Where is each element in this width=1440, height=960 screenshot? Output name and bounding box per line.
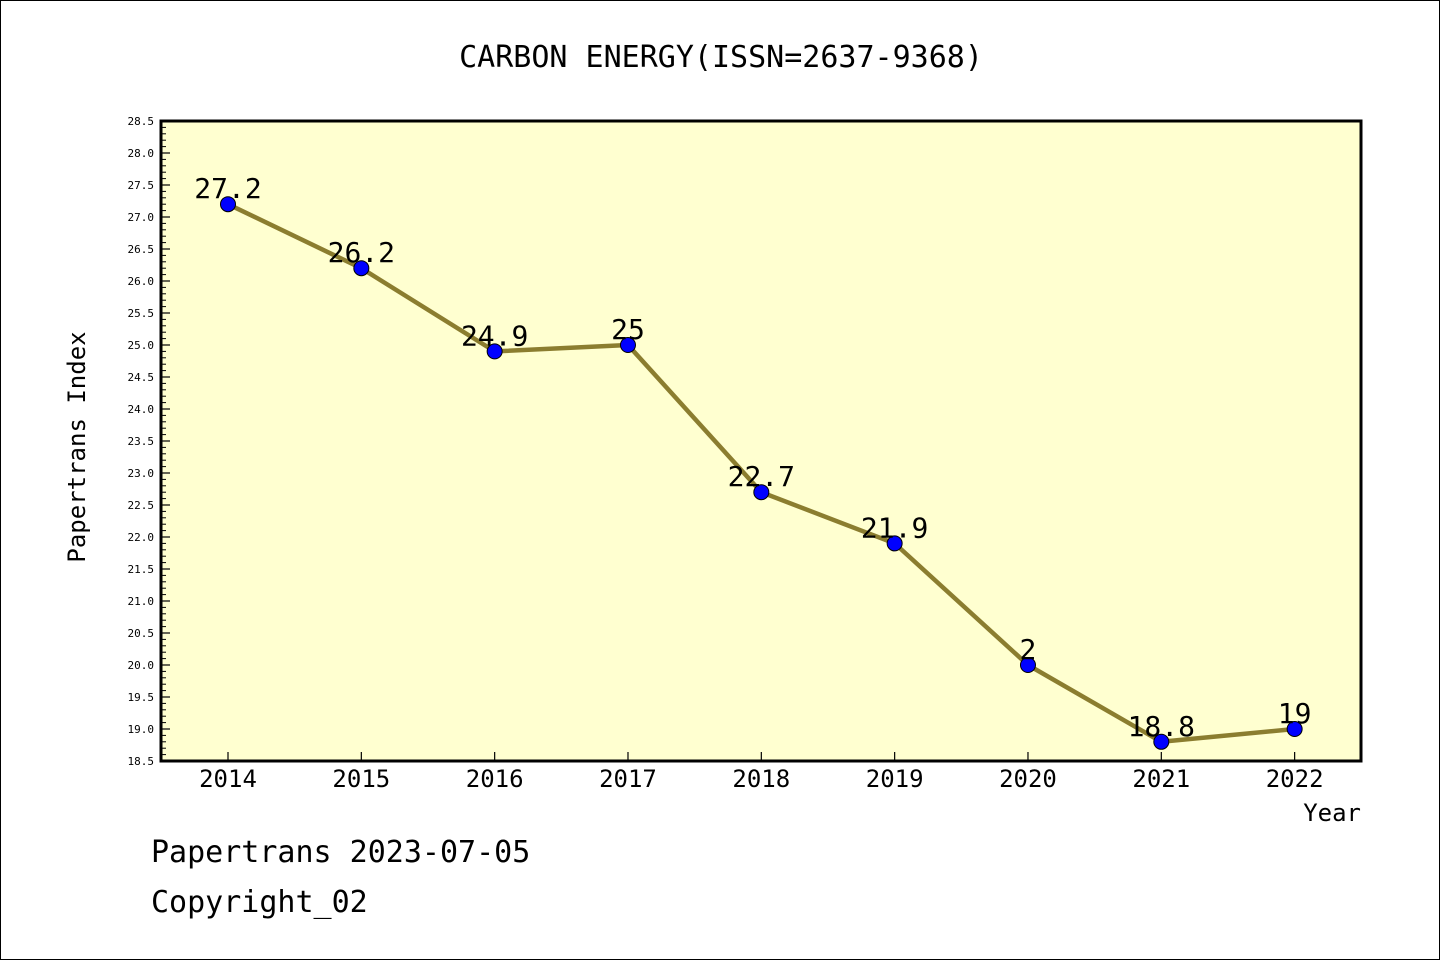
data-point xyxy=(619,337,636,353)
data-label: 25 xyxy=(611,313,645,346)
footer-copyright: Copyright_02 xyxy=(151,885,368,920)
data-point xyxy=(486,343,503,360)
y-tick-label: 19.0 xyxy=(128,723,155,736)
x-tick-label: 2015 xyxy=(332,765,390,793)
data-point xyxy=(753,484,770,501)
y-tick-label: 22.0 xyxy=(128,531,155,544)
y-tick-label: 21.0 xyxy=(128,595,155,608)
series-layer: 27.2 26.2 24.9 25 22.7 21.9 2 18.8 19 xyxy=(194,172,1312,750)
data-label: 18.8 xyxy=(1128,710,1195,743)
y-tick-label: 24.0 xyxy=(128,403,155,416)
y-tick-label: 18.5 xyxy=(128,755,155,768)
x-tick-label: 2020 xyxy=(999,765,1057,793)
y-tick-label: 20.5 xyxy=(128,627,155,640)
x-axis-label: Year xyxy=(1303,799,1361,827)
data-point xyxy=(353,260,370,277)
footer-source: Papertrans 2023-07-05 xyxy=(151,835,531,870)
data-point xyxy=(1019,657,1036,673)
x-tick-label: 2021 xyxy=(1132,765,1190,793)
x-tick-label: 2017 xyxy=(599,765,657,793)
x-tick-label: 2018 xyxy=(732,765,790,793)
data-label: 21.9 xyxy=(861,511,928,544)
y-tick-label: 28.5 xyxy=(128,115,155,128)
y-axis-label: Papertrans Index xyxy=(63,331,91,562)
y-tick-label: 23.0 xyxy=(128,467,155,480)
data-label: 26.2 xyxy=(328,236,395,269)
y-tick-label: 27.5 xyxy=(128,179,155,192)
x-tick-label: 2014 xyxy=(199,765,257,793)
x-axis-ticks: 2014 2015 2016 2017 2018 2019 2020 2021 2022 xyxy=(199,752,1324,793)
y-tick-label: 25.5 xyxy=(128,307,155,320)
x-tick-label: 2016 xyxy=(466,765,524,793)
y-tick-label: 22.5 xyxy=(128,499,155,512)
y-tick-label: 20.0 xyxy=(128,659,155,672)
y-tick-label: 21.5 xyxy=(128,563,155,576)
x-tick-label: 2022 xyxy=(1266,765,1324,793)
x-tick-label: 2019 xyxy=(866,765,924,793)
y-tick-label: 26.5 xyxy=(128,243,155,256)
y-tick-label: 25.0 xyxy=(128,339,155,352)
data-point xyxy=(886,535,903,552)
chart-title: CARBON ENERGY(ISSN=2637-9368) xyxy=(459,40,983,75)
y-tick-label: 19.5 xyxy=(128,691,155,704)
data-point xyxy=(220,196,236,213)
data-label: 19 xyxy=(1278,697,1312,730)
y-tick-label: 27.0 xyxy=(128,211,155,224)
data-label: 24.9 xyxy=(461,319,528,352)
data-label: 22.7 xyxy=(728,460,795,493)
y-tick-label: 26.0 xyxy=(128,275,155,288)
y-tick-label: 24.5 xyxy=(128,371,155,384)
data-label: 27.2 xyxy=(194,172,261,205)
plot-area xyxy=(161,121,1361,761)
data-point xyxy=(1153,733,1170,750)
plot-border xyxy=(159,119,1363,763)
y-tick-label: 23.5 xyxy=(128,435,155,448)
data-point xyxy=(1286,721,1303,737)
data-label: 2 xyxy=(1020,633,1037,666)
y-tick-label: 28.0 xyxy=(128,147,155,160)
